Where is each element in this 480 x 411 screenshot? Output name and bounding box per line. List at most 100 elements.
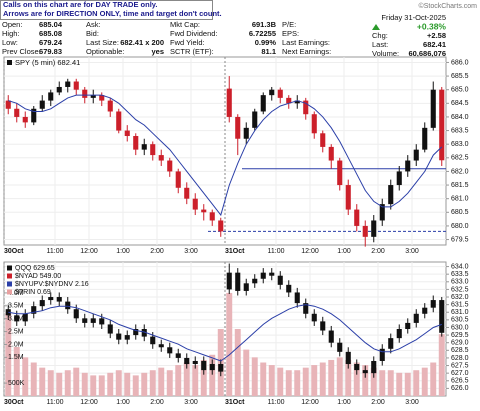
x-tick-label: 3:00 (405, 248, 419, 255)
quote-date: Friday 31-Oct-2025 (381, 13, 446, 22)
y-tick-label: 632.0 (451, 294, 469, 301)
candle-body (260, 272, 266, 279)
notice-line: Calls on this chart are for DAY TRADE on… (3, 0, 157, 9)
candle-body (48, 92, 54, 101)
x-tick-label: 11:00 (47, 399, 64, 406)
y-tick-label: 629.5 (451, 332, 469, 339)
y-tick-label: 686.0 (451, 59, 469, 66)
volume-bar (81, 372, 88, 396)
x-tick-label: 1:00 (116, 399, 130, 406)
y-tick-label: 634.0 (451, 263, 469, 270)
quote-label: Bid: (86, 29, 99, 38)
y-tick-label: 627.5 (451, 362, 469, 369)
candle-body (107, 100, 113, 112)
candle-body (396, 171, 402, 186)
candle-body (175, 171, 181, 188)
volume-bar (209, 354, 216, 396)
volume-bar (90, 375, 97, 396)
x-tick-label: 11:00 (268, 248, 285, 255)
candle-body (65, 301, 71, 310)
volume-bar (56, 372, 63, 396)
volume-bar (413, 370, 420, 396)
candle-body (99, 318, 105, 325)
y-tick-label: 633.5 (451, 271, 469, 278)
y-tick-label: 683.0 (451, 141, 469, 148)
candle-body (158, 344, 164, 348)
candle-body (184, 187, 190, 199)
quote-label: Optionable: (86, 47, 124, 56)
quote-value: 682.41 x 200 (120, 38, 164, 47)
candle-body (337, 342, 343, 352)
y2-tick-label: 1.5M (8, 354, 24, 361)
candle-body (345, 351, 351, 365)
moving-average (8, 94, 443, 217)
quote-label: High: (2, 29, 20, 38)
legend-swatch (7, 289, 12, 295)
up-arrow (372, 24, 380, 30)
candle-body (405, 322, 411, 329)
candle-body (209, 364, 215, 371)
volume-bar (5, 313, 12, 396)
candle-body (218, 220, 224, 232)
candle-body (65, 81, 71, 87)
candle-body (22, 116, 28, 123)
candle-body (14, 315, 20, 322)
volume-bar (328, 359, 335, 396)
candle-body (260, 95, 266, 112)
y-tick-label: 630.0 (451, 324, 469, 331)
notice-line: Arrows are for DIRECTION ONLY, time and … (3, 9, 222, 18)
candle-body (379, 348, 385, 361)
volume-bar (260, 362, 267, 396)
candle-body (56, 297, 62, 302)
volume-bar (158, 367, 165, 396)
candle-body (294, 292, 300, 304)
y-tick-label: 631.5 (451, 301, 469, 308)
y-tick-label: 682.5 (451, 155, 469, 162)
volume-bar (39, 367, 46, 396)
candle-body (56, 86, 62, 93)
x-tick-label: 3:00 (405, 399, 419, 406)
volume-bar (192, 365, 199, 396)
candle-body (422, 307, 428, 314)
candle-body (150, 144, 156, 156)
candle-body (362, 370, 368, 374)
quote-value: +2.58 (427, 31, 446, 40)
quote-label: Fwd Yield: (170, 38, 205, 47)
x-tick-label: 30Oct (4, 399, 24, 406)
x-tick-label: 3:00 (184, 248, 198, 255)
y-tick-label: 629.0 (451, 340, 469, 347)
volume-bar (166, 370, 173, 396)
candle-body (286, 97, 292, 104)
quote-value: 60,686,076 (408, 49, 446, 58)
x-tick-label: 1:00 (337, 248, 351, 255)
quote-label: Volume: (372, 49, 399, 58)
candle-body (286, 284, 292, 293)
volume-bar (107, 372, 114, 396)
y-tick-label: 684.5 (451, 100, 469, 107)
legend-swatch (7, 273, 12, 279)
candle-body (243, 283, 249, 291)
y-tick-label: 681.5 (451, 182, 469, 189)
candle-body (422, 127, 428, 150)
candle-body (90, 95, 96, 98)
quote-value: yes (151, 47, 164, 56)
candle-body (141, 329, 147, 337)
candle-body (141, 144, 147, 150)
y-tick-label: 679.5 (451, 236, 469, 243)
candle-body (413, 313, 419, 323)
y-tick-label: 632.5 (451, 286, 469, 293)
candle-body (226, 88, 232, 117)
candle-body (201, 209, 207, 213)
candle-body (31, 108, 37, 123)
panel-title: SPY (5 min) 682.41 (15, 58, 80, 67)
y-tick-label: 631.0 (451, 309, 469, 316)
candle-body (235, 116, 241, 139)
candle-body (133, 136, 139, 150)
quote-label: Last Earnings: (282, 38, 330, 47)
candle-body (82, 89, 88, 98)
volume-bar (311, 365, 318, 396)
legend-label: $NYAD 549.00 (15, 273, 61, 280)
volume-bar (387, 370, 394, 396)
quote-value: 679.83 (39, 47, 62, 56)
